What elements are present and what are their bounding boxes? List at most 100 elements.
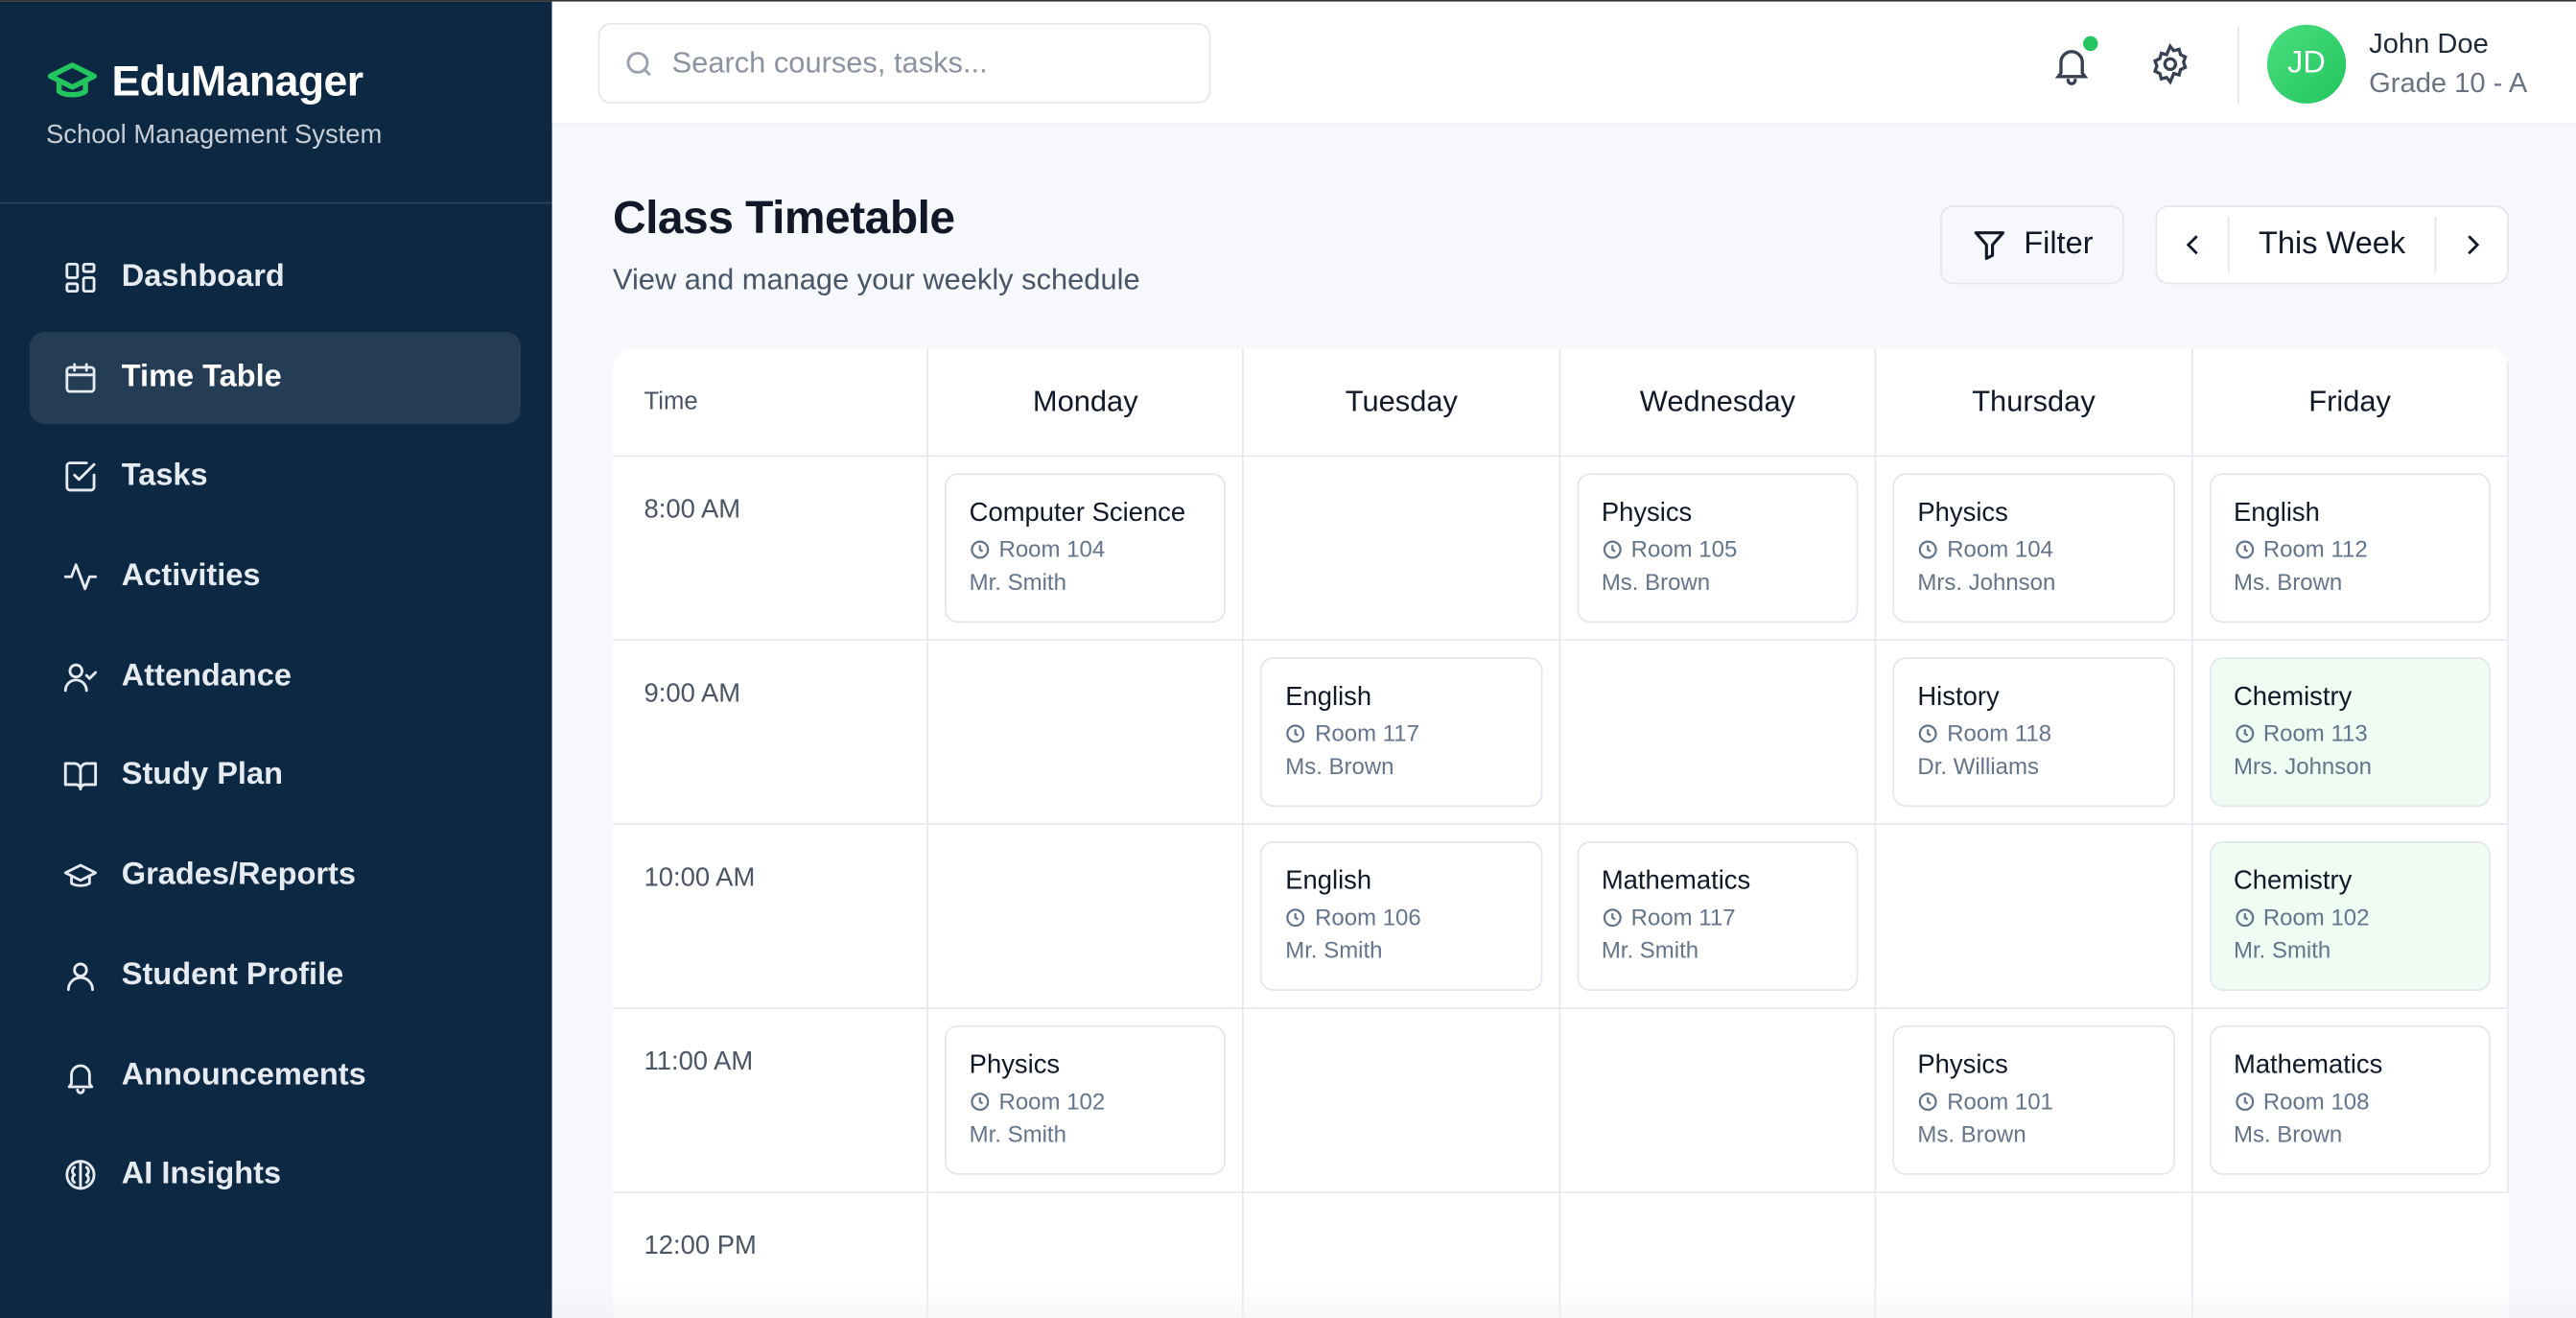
class-room: Room 113 [2234, 719, 2489, 746]
room-label: Room 113 [2262, 719, 2368, 746]
class-room: Room 117 [1285, 719, 1540, 746]
class-card[interactable]: Chemistry Room 102 Mr. Smith [2209, 841, 2491, 991]
class-card[interactable]: Physics Room 102 Mr. Smith [944, 1024, 1227, 1175]
graduation-cap-icon [47, 62, 97, 98]
timetable-cell: English Room 106 Mr. Smith [1244, 824, 1561, 1009]
search-icon [626, 51, 651, 76]
avatar[interactable]: JD [2266, 24, 2347, 104]
sidebar-item-label: AI Insights [121, 1157, 282, 1192]
clock-icon [1286, 907, 1305, 927]
sidebar-item-label: Tasks [121, 459, 208, 494]
class-card[interactable]: English Room 117 Ms. Brown [1260, 657, 1543, 808]
room-label: Room 108 [2262, 1088, 2370, 1115]
search-input[interactable] [671, 45, 1165, 81]
class-card[interactable]: Chemistry Room 113 Mrs. Johnson [2209, 657, 2491, 808]
class-subject: Physics [1917, 1051, 2008, 1080]
class-card[interactable]: Mathematics Room 117 Mr. Smith [1577, 841, 1859, 991]
sidebar: EduManager School Management System Dash… [0, 1, 552, 1318]
clock-icon [1919, 1092, 1937, 1111]
class-teacher: Dr. Williams [1917, 752, 2039, 779]
class-subject: Chemistry [2233, 867, 2353, 896]
week-navigator: This Week [2155, 205, 2509, 285]
clock-icon [1919, 723, 1937, 742]
timetable-cell[interactable] [1560, 1008, 1877, 1193]
sidebar-item-attendance[interactable]: Attendance [30, 630, 521, 722]
sidebar-item-label: Time Table [121, 359, 282, 394]
class-subject: Mathematics [1601, 867, 1751, 896]
timetable-cell[interactable] [1244, 457, 1561, 642]
timetable-cell: Mathematics Room 108 Ms. Brown [2192, 1008, 2509, 1193]
class-room: Room 118 [1917, 719, 2172, 746]
class-teacher: Ms. Brown [1601, 568, 1711, 596]
timetable-cell[interactable] [1876, 824, 2193, 1009]
class-card[interactable]: English Room 112 Ms. Brown [2209, 473, 2491, 624]
bell-icon[interactable] [2050, 43, 2094, 86]
clock-icon [1603, 907, 1622, 927]
sidebar-item-label: Study Plan [121, 758, 283, 793]
filter-button[interactable]: Filter [1940, 205, 2124, 285]
day-header-wednesday: Wednesday [1560, 348, 1877, 458]
day-header-thursday: Thursday [1876, 348, 2193, 458]
sidebar-item-ai-insights[interactable]: AI Insights [30, 1129, 521, 1221]
class-card[interactable]: History Room 118 Dr. Williams [1892, 657, 2175, 808]
sidebar-item-dashboard[interactable]: Dashboard [30, 232, 521, 324]
graduation-cap-icon [63, 863, 98, 887]
sidebar-item-student-profile[interactable]: Student Profile [30, 930, 521, 1022]
timetable-cell[interactable] [1244, 1192, 1561, 1318]
class-subject: Physics [1601, 499, 1693, 528]
time-slot-label: 10:00 AM [612, 824, 928, 1009]
bell-icon [67, 1063, 94, 1094]
sidebar-item-activities[interactable]: Activities [30, 530, 521, 623]
class-card[interactable]: Physics Room 104 Mrs. Johnson [1892, 473, 2175, 624]
search-box[interactable] [597, 22, 1211, 104]
sidebar-item-study-plan[interactable]: Study Plan [30, 730, 521, 822]
sidebar-item-tasks[interactable]: Tasks [30, 431, 521, 523]
class-room: Room 102 [2234, 904, 2489, 930]
logo[interactable]: EduManager [46, 55, 363, 107]
sidebar-item-grades-reports[interactable]: Grades/Reports [30, 830, 521, 922]
time-slot-label: 12:00 PM [613, 1192, 928, 1318]
class-card[interactable]: Physics Room 101 Ms. Brown [1892, 1024, 2175, 1175]
sidebar-nav: Dashboard Time Table Tasks Activities Attend… [29, 232, 522, 1230]
user-check-icon [63, 663, 98, 692]
book-open-icon [63, 763, 98, 791]
next-week-button[interactable] [2436, 207, 2507, 283]
class-teacher: Mr. Smith [969, 568, 1066, 596]
class-card[interactable]: Mathematics Room 108 Ms. Brown [2209, 1024, 2491, 1175]
timetable-cell[interactable] [928, 1192, 1245, 1318]
timetable-cell[interactable] [927, 824, 1245, 1009]
sidebar-item-announcements[interactable]: Announcements [30, 1029, 521, 1121]
timetable-cell: Chemistry Room 113 Mrs. Johnson [2192, 641, 2509, 825]
class-teacher: Mr. Smith [1601, 936, 1699, 963]
time-slot-label: 9:00 AM [612, 641, 928, 825]
timetable-cell[interactable] [1560, 1192, 1877, 1318]
class-teacher: Mr. Smith [1285, 936, 1383, 963]
class-card[interactable]: Computer Science Room 104 Mr. Smith [944, 473, 1227, 624]
class-room: Room 101 [1917, 1088, 2172, 1114]
timetable-cell[interactable] [1877, 1192, 2193, 1318]
timetable-cell[interactable] [1560, 641, 1877, 825]
app-name: EduManager [111, 55, 363, 105]
clock-icon [1919, 539, 1937, 558]
time-column-header: Time [612, 348, 928, 458]
sidebar-item-time-table[interactable]: Time Table [29, 331, 522, 424]
gear-icon[interactable] [2149, 43, 2192, 86]
activity-icon [63, 563, 98, 591]
class-card[interactable]: English Room 106 Mr. Smith [1260, 841, 1543, 991]
week-label[interactable]: This Week [2227, 217, 2437, 273]
class-subject: English [1285, 867, 1372, 896]
header-divider [2237, 26, 2239, 104]
room-label: Room 102 [998, 1088, 1106, 1115]
clock-icon [971, 1092, 990, 1111]
timetable: Time Monday Tuesday Wednesday Thursday Friday… [612, 348, 2509, 1318]
class-room: Room 108 [2234, 1088, 2489, 1114]
timetable-cell: English Room 112 Ms. Brown [2192, 457, 2509, 642]
timetable-cell[interactable] [1244, 1008, 1561, 1193]
class-room: Room 102 [970, 1088, 1225, 1114]
previous-week-button[interactable] [2157, 207, 2228, 283]
class-card[interactable]: Physics Room 105 Ms. Brown [1577, 473, 1859, 624]
clock-icon [971, 539, 990, 558]
class-teacher: Ms. Brown [2233, 568, 2343, 596]
timetable-cell[interactable] [927, 641, 1245, 825]
class-teacher: Mr. Smith [969, 1120, 1066, 1147]
